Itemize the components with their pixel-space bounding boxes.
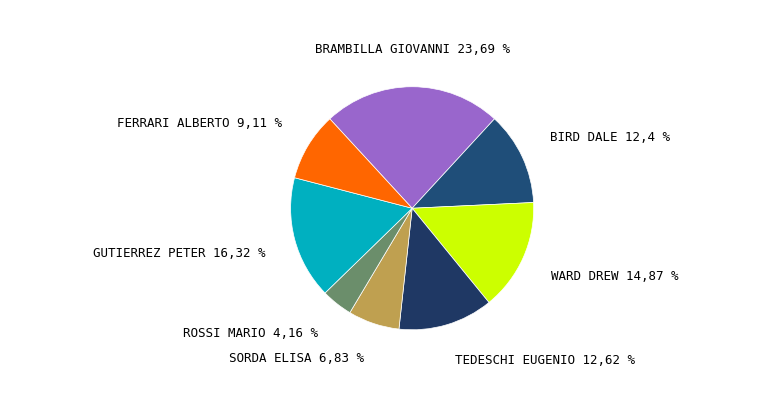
- Wedge shape: [412, 202, 533, 303]
- Text: WARD DREW 14,87 %: WARD DREW 14,87 %: [551, 270, 678, 283]
- Wedge shape: [350, 208, 412, 329]
- Text: BIRD DALE 12,4 %: BIRD DALE 12,4 %: [549, 131, 670, 144]
- Wedge shape: [399, 208, 489, 330]
- Text: GUTIERREZ PETER 16,32 %: GUTIERREZ PETER 16,32 %: [93, 247, 266, 260]
- Text: SORDA ELISA 6,83 %: SORDA ELISA 6,83 %: [229, 352, 364, 365]
- Wedge shape: [330, 87, 495, 208]
- Text: ROSSI MARIO 4,16 %: ROSSI MARIO 4,16 %: [183, 328, 318, 341]
- Wedge shape: [291, 178, 412, 293]
- Wedge shape: [412, 119, 533, 208]
- Text: BRAMBILLA GIOVANNI 23,69 %: BRAMBILLA GIOVANNI 23,69 %: [314, 43, 510, 56]
- Wedge shape: [295, 119, 412, 208]
- Wedge shape: [325, 208, 412, 313]
- Text: TEDESCHI EUGENIO 12,62 %: TEDESCHI EUGENIO 12,62 %: [455, 354, 635, 367]
- Text: FERRARI ALBERTO 9,11 %: FERRARI ALBERTO 9,11 %: [117, 117, 282, 130]
